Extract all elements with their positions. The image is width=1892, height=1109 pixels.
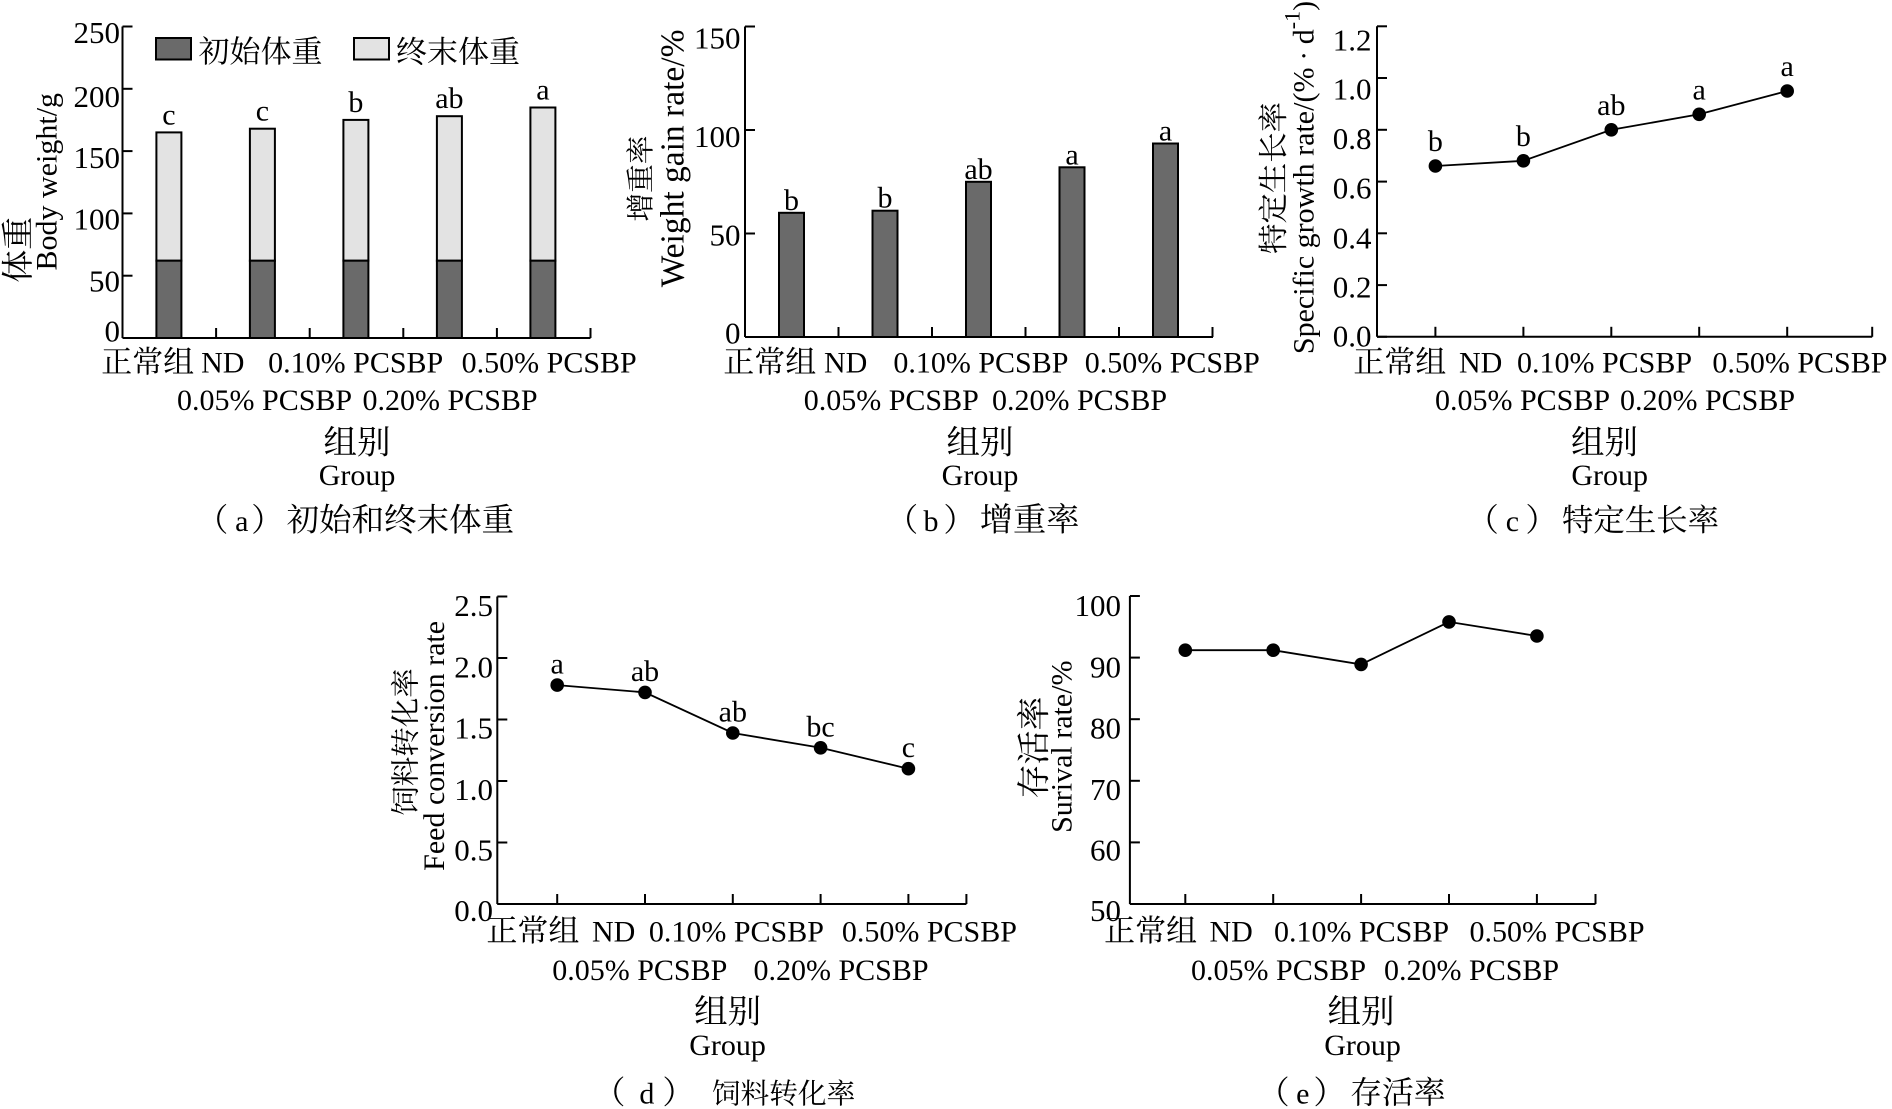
svg-text:0.10% PCSBP: 0.10% PCSBP (893, 347, 1068, 380)
svg-text:100: 100 (694, 119, 741, 154)
svg-text:Surival rate/%: Surival rate/% (1046, 660, 1079, 832)
svg-text:ND: ND (824, 347, 867, 380)
svg-text:0.10% PCSBP: 0.10% PCSBP (1274, 915, 1449, 948)
svg-text:0.05% PCSBP: 0.05% PCSBP (1191, 954, 1366, 987)
svg-text:a: a (1693, 73, 1706, 106)
svg-text:0.05% PCSBP: 0.05% PCSBP (552, 954, 727, 987)
svg-text:Weight gain rate/%: Weight gain rate/% (655, 30, 692, 288)
svg-text:b: b (1516, 120, 1531, 153)
svg-text:b: b (878, 182, 893, 215)
svg-text:50: 50 (89, 264, 120, 299)
svg-text:a: a (235, 505, 248, 538)
svg-text:50: 50 (1090, 893, 1121, 928)
svg-text:bc: bc (806, 710, 834, 743)
svg-text:0.5: 0.5 (454, 833, 493, 868)
svg-text:ab: ab (964, 153, 992, 186)
svg-text:ND: ND (1459, 347, 1502, 380)
svg-text:Group: Group (689, 1029, 766, 1062)
svg-text:0.4: 0.4 (1333, 220, 1372, 255)
svg-text:c: c (1506, 505, 1519, 538)
svg-text:ND: ND (201, 347, 244, 380)
svg-text:0.05% PCSBP: 0.05% PCSBP (804, 384, 979, 417)
svg-text:a: a (1065, 138, 1078, 171)
svg-text:1.0: 1.0 (454, 772, 493, 807)
svg-text:b: b (924, 505, 939, 538)
svg-text:250: 250 (74, 15, 121, 50)
svg-text:ND: ND (592, 915, 635, 948)
svg-text:0.50% PCSBP: 0.50% PCSBP (1085, 347, 1260, 380)
svg-text:Group: Group (942, 459, 1019, 492)
svg-text:ab: ab (719, 696, 747, 729)
svg-text:ab: ab (631, 655, 659, 688)
svg-text:70: 70 (1090, 772, 1121, 807)
svg-text:0.10% PCSBP: 0.10% PCSBP (1517, 347, 1692, 380)
svg-text:0: 0 (105, 314, 121, 349)
svg-text:0.20% PCSBP: 0.20% PCSBP (992, 384, 1167, 417)
svg-text:0.8: 0.8 (1333, 121, 1372, 156)
svg-text:ab: ab (1597, 89, 1625, 122)
svg-text:0.05% PCSBP: 0.05% PCSBP (177, 384, 352, 417)
svg-text:0.10% PCSBP: 0.10% PCSBP (268, 347, 443, 380)
svg-text:a: a (1781, 50, 1794, 83)
svg-text:60: 60 (1090, 833, 1121, 868)
svg-text:100: 100 (74, 202, 121, 237)
svg-text:Group: Group (319, 459, 396, 492)
svg-text:1.2: 1.2 (1333, 23, 1372, 58)
svg-text:2.0: 2.0 (454, 649, 493, 684)
svg-text:b: b (784, 184, 799, 217)
svg-text:ND: ND (1210, 915, 1253, 948)
svg-text:b: b (1428, 125, 1443, 158)
svg-text:a: a (551, 648, 564, 681)
svg-text:1.5: 1.5 (454, 711, 493, 746)
svg-text:Group: Group (1571, 459, 1648, 492)
svg-text:150: 150 (694, 20, 741, 55)
svg-text:a: a (1159, 115, 1172, 148)
svg-text:0.50% PCSBP: 0.50% PCSBP (462, 347, 637, 380)
svg-text:2.5: 2.5 (454, 588, 493, 623)
svg-text:0.20% PCSBP: 0.20% PCSBP (753, 954, 928, 987)
svg-text:50: 50 (710, 217, 741, 252)
svg-text:Feed conversion rate: Feed conversion rate (418, 621, 451, 871)
svg-text:Group: Group (1324, 1029, 1401, 1062)
svg-text:80: 80 (1090, 711, 1121, 746)
svg-text:a: a (536, 74, 549, 107)
svg-text:0.05% PCSBP: 0.05% PCSBP (1435, 384, 1610, 417)
svg-text:0.20% PCSBP: 0.20% PCSBP (363, 384, 538, 417)
svg-text:d: d (639, 1078, 654, 1109)
svg-text:0.20% PCSBP: 0.20% PCSBP (1620, 384, 1795, 417)
svg-text:100: 100 (1075, 588, 1122, 623)
svg-text:c: c (162, 98, 175, 131)
svg-text:c: c (902, 731, 915, 764)
svg-text:0.2: 0.2 (1333, 270, 1372, 305)
svg-text:0.50% PCSBP: 0.50% PCSBP (1712, 347, 1887, 380)
svg-text:90: 90 (1090, 649, 1121, 684)
svg-text:0.0: 0.0 (1333, 319, 1372, 354)
svg-text:1.0: 1.0 (1333, 72, 1372, 107)
svg-text:0: 0 (725, 315, 741, 350)
svg-text:e: e (1296, 1078, 1309, 1109)
svg-text:0.50% PCSBP: 0.50% PCSBP (842, 915, 1017, 948)
svg-text:c: c (256, 95, 269, 128)
svg-text:0.6: 0.6 (1333, 171, 1372, 206)
svg-text:150: 150 (74, 140, 121, 175)
svg-text:Body weight/g: Body weight/g (31, 93, 64, 271)
svg-text:b: b (348, 86, 363, 119)
svg-text:0.20% PCSBP: 0.20% PCSBP (1384, 954, 1559, 987)
svg-text:0.50% PCSBP: 0.50% PCSBP (1469, 915, 1644, 948)
svg-text:ab: ab (435, 82, 463, 115)
svg-text:200: 200 (74, 79, 121, 114)
svg-text:0.10% PCSBP: 0.10% PCSBP (649, 915, 824, 948)
svg-text:0.0: 0.0 (454, 893, 493, 928)
